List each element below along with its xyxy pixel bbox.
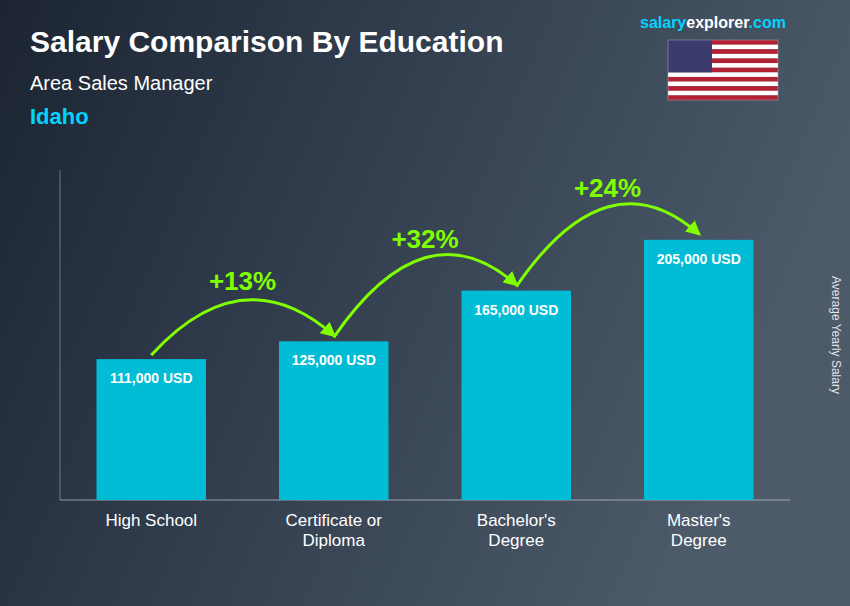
flag-canton (668, 40, 712, 72)
bar (97, 359, 207, 500)
value-label: 165,000 USD (474, 302, 558, 318)
category-label-line: Degree (488, 531, 544, 550)
category-label: Certificate orDiploma (286, 511, 383, 550)
category-label-line: Master's (667, 511, 731, 530)
flag (668, 40, 778, 100)
source-part: salary (640, 14, 686, 31)
title: Salary Comparison By Education (30, 25, 503, 58)
flag-border (668, 40, 778, 100)
bar (644, 240, 754, 500)
flag-stripe (668, 82, 778, 87)
flag-stripe (668, 72, 778, 77)
value-label: 125,000 USD (292, 352, 376, 368)
value-label: 111,000 USD (110, 370, 193, 386)
y-axis-line (60, 170, 61, 500)
category-label-line: High School (105, 511, 197, 530)
value-label: 205,000 USD (657, 251, 741, 267)
bar (462, 291, 572, 500)
chart-container: Salary Comparison By Education Area Sales… (0, 0, 850, 606)
category-label: Master'sDegree (667, 511, 731, 550)
subtitle: Area Sales Manager (30, 72, 213, 94)
y-axis-label: Average Yearly Salary (829, 276, 843, 394)
source-part: .com (749, 14, 786, 31)
bars (97, 240, 754, 500)
bar (279, 341, 389, 500)
change-label: +13% (209, 266, 276, 296)
location: Idaho (30, 104, 89, 129)
change-label: +32% (391, 224, 458, 254)
category-label-line: Diploma (303, 531, 366, 550)
flag-stripe (668, 91, 778, 96)
change-arrow (334, 254, 517, 337)
background (0, 0, 850, 606)
category-label-line: Certificate or (286, 511, 383, 530)
flag-stripe (668, 86, 778, 91)
category-label-line: Bachelor's (477, 511, 556, 530)
source-part: explorer (686, 14, 749, 31)
flag-stripe (668, 95, 778, 100)
change-arrow (151, 300, 334, 355)
change-label: +24% (574, 173, 641, 203)
change-arrow (516, 204, 699, 287)
category-label: High School (105, 511, 197, 530)
flag-stripe (668, 77, 778, 82)
category-label-line: Degree (671, 531, 727, 550)
source: salaryexplorer.com (640, 14, 786, 31)
chart: Salary Comparison By Education Area Sales… (0, 0, 850, 606)
category-label: Bachelor'sDegree (477, 511, 556, 550)
